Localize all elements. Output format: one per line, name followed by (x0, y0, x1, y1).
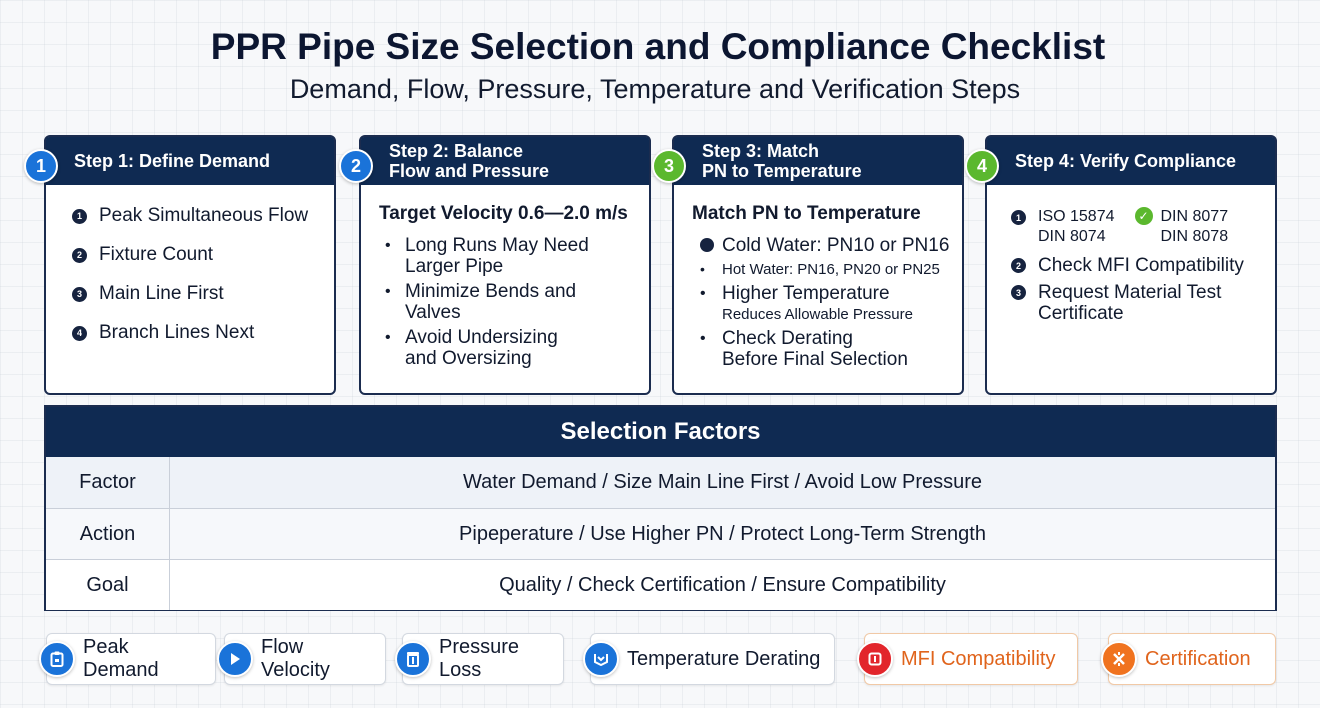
number-icon: 2 (1011, 258, 1026, 273)
table-row: Goal Quality / Check Certification / Ens… (46, 559, 1275, 610)
bullet-icon: • (385, 283, 391, 300)
table-row: Action Pipeperature / Use Higher PN / Pr… (46, 508, 1275, 559)
list-item-text: Branch Lines Next (99, 322, 255, 343)
number-icon: 4 (72, 325, 87, 341)
standards-left: ISO 15874 DIN 8074 (1038, 208, 1115, 245)
table-heading: Selection Factors (46, 407, 1275, 457)
step-number-badge: 3 (652, 149, 686, 183)
standards-row: 1 ISO 15874 DIN 8074 ✓ DIN 8077 DIN 8078 (1011, 207, 1275, 247)
number-icon: 2 (72, 247, 87, 263)
step-card-3: 3 Step 3: Match PN to Temperature Match … (652, 135, 964, 395)
standards-right: DIN 8077 DIN 8078 (1160, 208, 1229, 245)
list-item-text: Check MFI Compatibility (1038, 255, 1244, 276)
list-item: 1 Peak Simultaneous Flow (72, 205, 334, 227)
step-title: Step 2: Balance Flow and Pressure (361, 137, 649, 185)
step-number-badge: 1 (24, 149, 58, 183)
step-card-1: 1 Step 1: Define Demand 1 Peak Simultaneo… (24, 135, 336, 395)
certificate-icon (1101, 641, 1137, 677)
bullet-icon: • (700, 285, 706, 302)
spacer (700, 304, 722, 307)
list-item-text: Avoid Undersizing and Oversizing (405, 327, 558, 369)
list-item-text: Reduces Allowable Pressure (722, 306, 913, 323)
list-item-text: Long Runs May Need Larger Pipe (405, 235, 589, 277)
list-item-text: Hot Water: PN16, PN20 or PN25 (722, 261, 940, 278)
chip-label: Pressure Loss (439, 636, 520, 681)
step-list: 1 Peak Simultaneous Flow 2 Fixture Count 3… (46, 185, 334, 344)
list-item: 4 Branch Lines Next (72, 322, 334, 344)
chip-label: Certification (1145, 647, 1251, 670)
list-item-text: Fixture Count (99, 244, 214, 265)
chip-label: MFI Compatibility (901, 647, 1056, 670)
gauge-icon (395, 641, 431, 677)
row-label: Goal (46, 560, 170, 610)
row-label: Factor (46, 457, 170, 508)
bullet-icon: • (700, 261, 705, 277)
chip-label: Peak Demand (83, 636, 159, 681)
row-value: Water Demand / Size Main Line First / Av… (462, 471, 983, 493)
list-item-text: Check Derating Before Final Selection (722, 328, 908, 370)
list-item: • Long Runs May Need Larger Pipe (385, 235, 649, 277)
number-icon: 1 (72, 208, 87, 224)
row-value: Quality / Check Certification / Ensure C… (499, 573, 946, 596)
step-number-badge: 2 (339, 149, 373, 183)
step-subheading: Target Velocity 0.6—2.0 m/s (379, 203, 628, 224)
step-content: 1 ISO 15874 DIN 8074 ✓ DIN 8077 DIN 8078… (987, 185, 1275, 324)
page-title: PPR Pipe Size Selection and Compliance C… (210, 26, 1106, 67)
chip-label: Flow Velocity (261, 636, 330, 681)
chip-certification: Certification (1101, 633, 1276, 685)
chip-flow-velocity: Flow Velocity (217, 633, 386, 685)
chip-label: Temperature Derating (627, 647, 821, 670)
dot-icon (700, 235, 722, 252)
list-item: • Minimize Bends and Valves (385, 281, 649, 323)
check-icon: ✓ (1134, 207, 1153, 225)
step-bullets: • Long Runs May Need Larger Pipe • Minimiz… (361, 235, 649, 369)
list-item: 2 Fixture Count (72, 244, 334, 266)
list-item: Cold Water: PN10 or PN16 (700, 235, 962, 256)
list-item: • Higher Temperature (700, 283, 962, 304)
list-item: • Check Derating Before Final Selection (700, 328, 962, 370)
number-icon: 3 (72, 286, 87, 302)
bullet-icon: • (385, 237, 391, 254)
list-item: Reduces Allowable Pressure (700, 304, 962, 325)
step-card-4: 4 Step 4: Verify Compliance 1 ISO 15874 … (965, 135, 1277, 395)
table-row: Factor Water Demand / Size Main Line Fir… (46, 457, 1275, 508)
step-title: Step 1: Define Demand (46, 137, 334, 185)
chip-peak-demand: Peak Demand (39, 633, 216, 685)
step-title: Step 4: Verify Compliance (987, 137, 1275, 185)
list-item: • Avoid Undersizing and Oversizing (385, 327, 649, 369)
chip-mfi-compatibility: MFI Compatibility (857, 633, 1078, 685)
number-icon: 1 (1011, 210, 1026, 225)
thermo-icon (583, 641, 619, 677)
list-item: • Hot Water: PN16, PN20 or PN25 (700, 259, 962, 280)
list-item-text: Minimize Bends and Valves (405, 281, 577, 323)
list-item: 2 Check MFI Compatibility (1011, 255, 1275, 276)
step-list: Cold Water: PN10 or PN16 • Hot Water: PN1… (674, 235, 962, 370)
chip-pressure-loss: Pressure Loss (395, 633, 564, 685)
step-number-badge: 4 (965, 149, 999, 183)
step-subheading: Match PN to Temperature (692, 203, 921, 224)
step-card-2: 2 Step 2: Balance Flow and Pressure Targ… (339, 135, 651, 395)
row-value: Pipeperature / Use Higher PN / Protect L… (459, 522, 986, 545)
list-item-text: Peak Simultaneous Flow (99, 205, 309, 226)
alert-icon (857, 641, 893, 677)
list-item: 3 Request Material Test Certificate (1011, 282, 1275, 324)
list-item-text: Cold Water: PN10 or PN16 (722, 235, 950, 256)
bullet-icon: • (385, 329, 391, 346)
list-item-text: Higher Temperature (722, 283, 890, 304)
clipboard-icon (39, 641, 75, 677)
number-icon: 3 (1011, 285, 1026, 300)
row-label: Action (46, 509, 170, 559)
page-subtitle: Demand, Flow, Pressure, Temperature and … (289, 74, 1021, 104)
chip-temperature-derating: Temperature Derating (583, 633, 835, 685)
step-title: Step 3: Match PN to Temperature (674, 137, 962, 185)
list-item: 3 Main Line First (72, 283, 334, 305)
list-item-text: Request Material Test Certificate (1038, 282, 1222, 324)
list-item-text: Main Line First (99, 283, 224, 304)
bullet-icon: • (700, 330, 706, 347)
selection-factors-table: Selection Factors Factor Water Demand / … (44, 405, 1277, 611)
play-icon (217, 641, 253, 677)
